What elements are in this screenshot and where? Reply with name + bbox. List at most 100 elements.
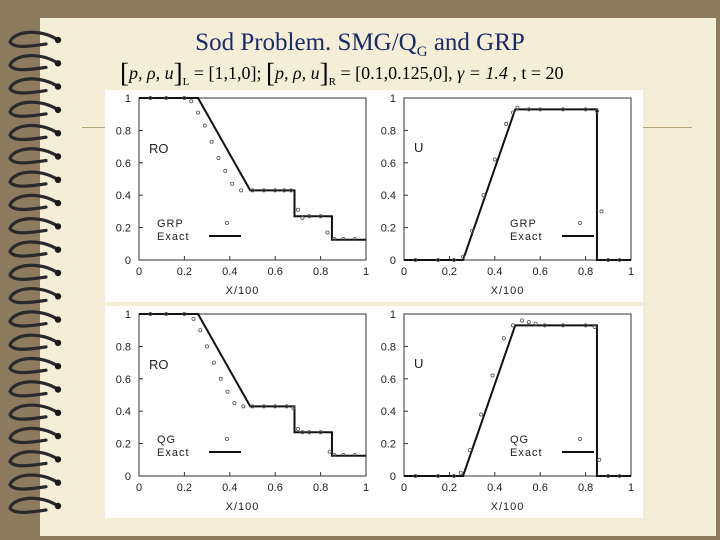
x-tick-label: 0.8 [578, 482, 593, 494]
spiral-hole [54, 456, 62, 463]
x-axis-label: X/100 [491, 501, 525, 513]
x-axis-label: X/100 [226, 501, 260, 513]
chart-density-qg: 0 0.2 0.4 0.6 0.8 1 0 0.2 0.4 0.6 0.8 1 X/100 RO QG Exa… [105, 306, 378, 518]
x-tick-label: 0 [401, 266, 407, 278]
x-tick-label: 1 [363, 266, 369, 278]
y-tick-label: 0.4 [116, 190, 131, 202]
x-tick-label: 0.2 [442, 482, 457, 494]
data-point [198, 328, 203, 333]
data-point [617, 473, 622, 478]
data-point [352, 236, 357, 241]
data-point [542, 323, 547, 328]
formula-right-subscript: R [328, 76, 336, 88]
y-tick-label: 0.4 [381, 190, 396, 202]
data-point [148, 312, 153, 317]
data-point [341, 452, 346, 457]
x-tick-label: 0.2 [177, 266, 192, 278]
data-point [164, 312, 169, 317]
data-point [284, 404, 289, 409]
data-point [282, 188, 287, 193]
data-point [273, 404, 278, 409]
x-tick-label: 0.8 [313, 266, 328, 278]
legend-label: GRP [510, 218, 537, 230]
data-point [250, 404, 255, 409]
y-tick-label: 1 [125, 93, 131, 105]
spiral-hole [54, 269, 62, 277]
series-line-exact [139, 97, 366, 241]
data-point [318, 430, 323, 435]
x-axis-label: X/100 [491, 285, 525, 297]
spiral-coil [8, 426, 60, 445]
decorative-rule-right [640, 127, 692, 128]
data-point [205, 344, 210, 349]
y-tick-label: 0 [390, 471, 396, 483]
chart-svg: 0 0.2 0.4 0.6 0.8 1 0 0.2 0.4 0.6 0.8 1 X/100 RO QGExa… [116, 309, 369, 513]
y-tick-label: 0.8 [116, 341, 131, 353]
slide-title: Sod Problem. SMG/QG and GRP [0, 29, 720, 61]
x-tick-label: 0.6 [268, 266, 283, 278]
data-point [515, 105, 520, 110]
data-point [250, 188, 255, 193]
spiral-hole [54, 153, 62, 160]
spiral-coil [8, 123, 60, 142]
spiral-coil [8, 450, 60, 468]
data-point [261, 188, 266, 193]
data-point [318, 214, 323, 219]
data-point [225, 389, 230, 394]
y-tick-label: 0.2 [381, 439, 396, 451]
spiral-hole [54, 479, 62, 486]
title-tail: and GRP [427, 29, 525, 56]
data-point [510, 110, 515, 115]
x-tick-label: 1 [628, 266, 634, 278]
x-tick-label: 0.6 [533, 482, 548, 494]
data-point [479, 412, 484, 417]
spiral-coil [8, 147, 60, 165]
spiral-hole [54, 502, 62, 510]
data-point [307, 214, 312, 219]
spiral-hole [54, 36, 62, 44]
y-tick-label: 0.6 [381, 374, 396, 386]
legend-marker [225, 220, 230, 225]
x-tick-label: 1 [628, 482, 634, 494]
data-point [332, 236, 337, 241]
y-tick-label: 0 [125, 255, 131, 267]
formula-gamma: γ = 1.4 [457, 63, 508, 83]
y-tick-label: 0.4 [381, 406, 396, 418]
spiral-hole [54, 223, 62, 230]
data-point [413, 473, 418, 478]
data-point [436, 473, 441, 478]
spiral-hole [54, 130, 62, 137]
spiral-coil [8, 263, 60, 281]
data-point [492, 157, 497, 162]
data-point [209, 139, 214, 144]
data-point [232, 401, 237, 406]
x-tick-label: 0.8 [578, 266, 593, 278]
y-tick-label: 0.2 [381, 223, 396, 235]
spiral-coil [8, 77, 60, 95]
data-point [436, 257, 441, 262]
data-point [325, 230, 330, 235]
data-point [307, 430, 312, 435]
plot-frame [138, 97, 367, 261]
data-point [617, 257, 622, 262]
data-point [223, 168, 228, 173]
spiral-hole [54, 432, 62, 440]
chart-velocity-qg: 0 0.2 0.4 0.6 0.8 1 0 0.2 0.4 0.6 0.8 1 X/100 U QG Exac… [370, 306, 643, 518]
data-point [490, 373, 495, 378]
x-tick-label: 0.6 [268, 482, 283, 494]
chart-svg: 0 0.2 0.4 0.6 0.8 1 0 0.2 0.4 0.6 0.8 1 X/100 U QGExac… [381, 309, 634, 513]
spiral-coil [8, 310, 60, 328]
data-point [451, 257, 456, 262]
plot-frame [403, 97, 632, 261]
y-tick-label: 0 [390, 255, 396, 267]
series-line-exact [404, 324, 631, 477]
spiral-coil [8, 403, 60, 421]
data-point [461, 254, 466, 259]
plot-frame [138, 313, 367, 477]
y-tick-label: 0.6 [116, 374, 131, 386]
legend-label: Exact [157, 231, 190, 243]
legend-marker [577, 436, 582, 441]
x-tick-label: 0.2 [177, 482, 192, 494]
spiral-coil [8, 170, 60, 188]
data-point [300, 215, 305, 220]
